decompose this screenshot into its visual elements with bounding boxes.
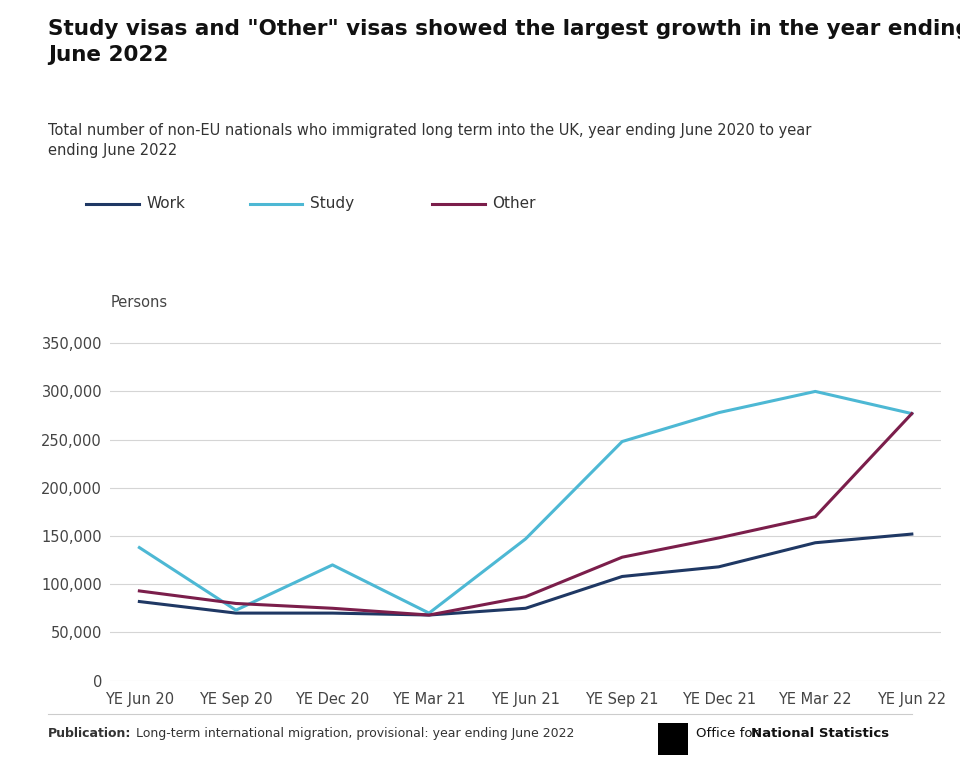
Text: Study visas and "Other" visas showed the largest growth in the year ending
June : Study visas and "Other" visas showed the…	[48, 19, 960, 65]
Text: Other: Other	[492, 196, 536, 211]
Text: National Statistics: National Statistics	[752, 727, 889, 740]
Text: Long-term international migration, provisional: year ending June 2022: Long-term international migration, provi…	[132, 727, 575, 740]
Text: Publication:: Publication:	[48, 727, 132, 740]
Text: Study: Study	[310, 196, 354, 211]
Text: Work: Work	[147, 196, 185, 211]
Text: Persons: Persons	[110, 295, 168, 310]
Text: Total number of non-EU nationals who immigrated long term into the UK, year endi: Total number of non-EU nationals who imm…	[48, 123, 811, 158]
Text: Office for: Office for	[695, 727, 762, 740]
